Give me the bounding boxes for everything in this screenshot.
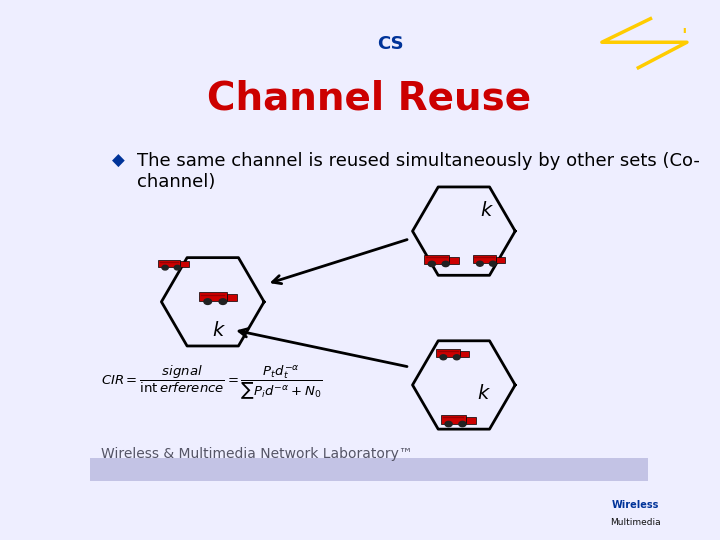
Circle shape [440, 355, 446, 360]
Text: $CIR = \dfrac{signal}{\mathrm{int}\,erference} = \dfrac{P_t d_t^{-\alpha}}{\sum : $CIR = \dfrac{signal}{\mathrm{int}\,erfe… [101, 364, 323, 402]
Text: k: k [212, 321, 224, 340]
FancyBboxPatch shape [158, 260, 181, 267]
Circle shape [204, 299, 212, 305]
Circle shape [428, 261, 436, 267]
FancyBboxPatch shape [441, 415, 466, 424]
Text: k: k [480, 201, 492, 220]
Text: k: k [478, 384, 489, 403]
Circle shape [459, 421, 466, 427]
Text: The same channel is reused simultaneously by other sets (Co-
channel): The same channel is reused simultaneousl… [138, 152, 701, 191]
Circle shape [477, 261, 483, 266]
Circle shape [454, 355, 460, 360]
Text: ◆: ◆ [112, 152, 125, 170]
FancyBboxPatch shape [460, 350, 469, 357]
FancyBboxPatch shape [424, 255, 449, 264]
Text: ': ' [681, 27, 686, 45]
Text: Wireless & Multimedia Network Laboratory™: Wireless & Multimedia Network Laboratory… [101, 447, 413, 461]
Circle shape [219, 299, 227, 305]
Text: Wireless: Wireless [612, 500, 659, 510]
FancyBboxPatch shape [466, 417, 476, 424]
Circle shape [445, 421, 452, 427]
FancyBboxPatch shape [496, 257, 505, 264]
Text: Channel Reuse: Channel Reuse [207, 79, 531, 117]
FancyBboxPatch shape [199, 292, 227, 301]
Circle shape [442, 261, 449, 267]
FancyBboxPatch shape [436, 349, 460, 357]
Circle shape [162, 265, 168, 270]
FancyBboxPatch shape [449, 257, 459, 264]
FancyBboxPatch shape [473, 255, 496, 264]
Text: Multimedia: Multimedia [610, 518, 661, 527]
FancyBboxPatch shape [181, 261, 189, 267]
FancyBboxPatch shape [90, 458, 648, 481]
Circle shape [174, 265, 181, 270]
Circle shape [490, 261, 496, 266]
FancyBboxPatch shape [227, 294, 238, 301]
Text: CS: CS [377, 35, 404, 53]
